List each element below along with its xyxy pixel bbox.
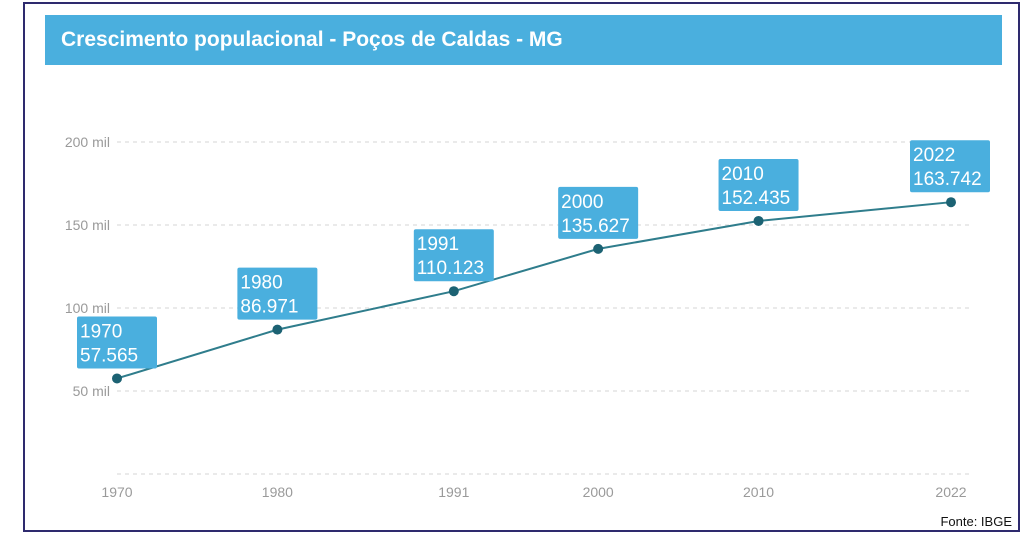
- data-label-value: 135.627: [561, 216, 630, 237]
- data-label: 2000 135.627: [558, 186, 639, 239]
- data-label-box: [237, 267, 318, 320]
- data-point: [272, 324, 283, 335]
- data-label-value: 110.123: [417, 258, 484, 279]
- x-tick-label: 1970: [101, 484, 132, 500]
- data-label: 2022 163.742: [910, 140, 990, 193]
- y-tick-label: 50 mil: [73, 383, 110, 399]
- y-tick-label: 100 mil: [65, 300, 110, 316]
- x-tick-label: 2000: [583, 484, 614, 500]
- y-axis-ticks: 50 mil 100 mil 150 mil 200 mil: [65, 134, 110, 399]
- data-label-value: 57.565: [80, 345, 138, 366]
- gridlines: [117, 141, 971, 475]
- data-label-value: 86.971: [240, 297, 298, 318]
- data-label-year: 2010: [722, 164, 764, 185]
- data-labels: 1970 57.565 1980 86.971 1991 110.123 2000 135.6…: [77, 140, 990, 369]
- data-point: [112, 373, 122, 384]
- data-label-year: 1970: [80, 321, 122, 342]
- data-label: 1980 86.971: [237, 267, 318, 320]
- y-tick-label: 150 mil: [65, 217, 110, 233]
- data-point: [753, 215, 764, 226]
- y-tick-label: 200 mil: [65, 134, 110, 150]
- title-bar: Crescimento populacional - Poços de Cald…: [45, 15, 1002, 65]
- x-tick-label: 1991: [438, 484, 469, 500]
- x-tick-label: 2010: [743, 484, 774, 500]
- population-series: [112, 197, 956, 384]
- data-label: 2010 152.435: [718, 158, 799, 211]
- data-label-box: [910, 140, 990, 193]
- chart-title: Crescimento populacional - Poços de Cald…: [61, 28, 563, 51]
- x-tick-label: 1980: [262, 484, 293, 500]
- x-tick-label: 2022: [935, 484, 966, 500]
- source-note: Fonte: IBGE: [940, 514, 1012, 529]
- data-label-year: 1980: [240, 273, 282, 294]
- data-label-box: [77, 316, 157, 369]
- data-point: [593, 243, 604, 254]
- data-label-box: [413, 229, 494, 282]
- data-label-box: [718, 158, 799, 211]
- data-label-year: 1991: [417, 234, 459, 255]
- data-label-box: [558, 186, 639, 239]
- data-label: 1970 57.565: [77, 316, 157, 369]
- data-point: [448, 286, 459, 297]
- data-label-value: 163.742: [913, 169, 982, 190]
- data-label: 1991 110.123: [413, 229, 494, 282]
- data-label-year: 2022: [913, 145, 955, 166]
- data-point: [946, 197, 956, 208]
- chart-frame: [23, 2, 1020, 532]
- series-line: [116, 201, 952, 380]
- data-label-value: 152.435: [722, 188, 791, 209]
- x-axis-ticks: 1970 1980 1991 2000 2010 2022: [101, 484, 966, 500]
- data-label-year: 2000: [561, 192, 603, 213]
